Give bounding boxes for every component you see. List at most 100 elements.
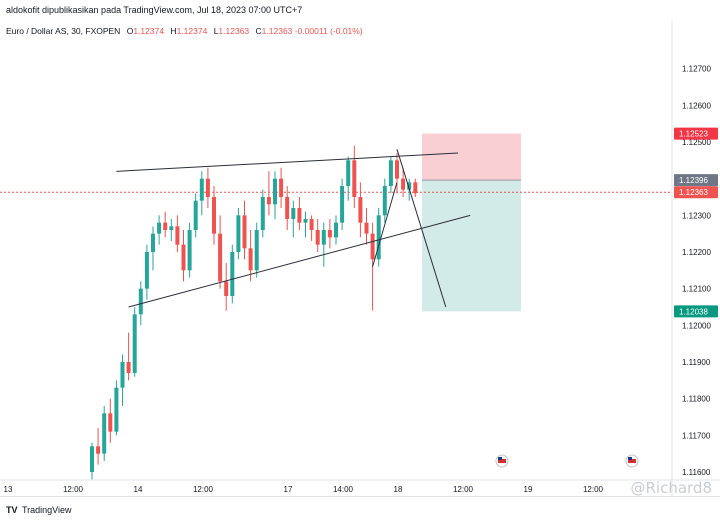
x-tick-label: 17 [284, 485, 293, 494]
x-tick-label: 14:00 [333, 485, 354, 494]
tradingview-logo-icon[interactable]: TV [6, 505, 18, 515]
candle-body [340, 186, 345, 223]
candle-body [132, 314, 137, 373]
x-tick-label: 12:00 [63, 485, 84, 494]
close-label: C [255, 26, 262, 36]
candle-body [285, 197, 290, 219]
candle-body [273, 178, 277, 205]
high-label: H [170, 26, 177, 36]
candle-body [413, 182, 418, 194]
candle-body [303, 219, 308, 223]
candle-body [321, 230, 326, 245]
y-tick-label: 1.11800 [682, 395, 711, 404]
candle-body [236, 215, 241, 252]
candle-body [102, 413, 107, 454]
target-price-tag-bg [674, 305, 718, 318]
published-by-bar: aldokofit dipublikasikan pada TradingVie… [0, 0, 720, 20]
open-value: 1.12374 [133, 26, 165, 36]
candle-body [346, 160, 351, 186]
candle-body [364, 222, 369, 234]
candle-body [157, 222, 162, 234]
trendline-upper [116, 152, 459, 172]
y-tick-label: 1.12500 [682, 138, 711, 147]
projection-line [396, 149, 447, 308]
candle-body [309, 219, 314, 230]
candle-body [108, 413, 113, 432]
candle-body [297, 208, 302, 223]
candle-body [126, 362, 131, 373]
us-event-flag-stripe [498, 459, 506, 463]
candle-body [248, 248, 253, 271]
candle-body [138, 288, 143, 315]
candle-body [120, 362, 125, 388]
candle-body [175, 226, 180, 245]
candle-body [370, 233, 375, 260]
candle-body [230, 252, 235, 296]
published-text: aldokofit dipublikasikan pada TradingVie… [6, 5, 303, 15]
trendline-lower [128, 214, 471, 308]
candle-body [382, 186, 387, 216]
candle-body [169, 226, 174, 230]
last-price-tag: 1.12363 [679, 188, 708, 197]
candle-body [376, 215, 381, 260]
change-value: -0.00011 (-0.01%) [294, 26, 363, 36]
last-price-tag-bg [674, 186, 718, 199]
stop-loss-zone [422, 133, 521, 181]
candle-body [388, 160, 393, 186]
low-label: L [213, 26, 219, 36]
candle-body [315, 230, 320, 245]
y-tick-label: 1.12000 [682, 321, 711, 330]
y-tick-label: 1.12200 [682, 248, 711, 257]
y-tick-label: 1.12300 [682, 211, 711, 220]
y-tick-label: 1.11600 [682, 468, 711, 477]
candle-body [291, 208, 296, 219]
candle-body [181, 244, 186, 271]
y-tick-label: 1.11900 [682, 358, 711, 367]
low-value: 1.12363 [218, 26, 250, 36]
candle-body [212, 197, 216, 234]
y-tick-label: 1.12700 [682, 65, 711, 74]
candle-body [254, 230, 259, 271]
breakout-line [372, 182, 398, 267]
candle-body [358, 197, 363, 223]
open-label: O [126, 26, 134, 36]
candle-body [96, 446, 101, 454]
stop-price-tag: 1.12523 [679, 130, 708, 139]
candle-body [151, 233, 155, 252]
close-value: 1.12363 [261, 26, 293, 36]
candle-body [205, 178, 210, 197]
candle-body [242, 215, 247, 249]
candle-body [327, 230, 332, 238]
x-tick-label: 13 [4, 485, 13, 494]
candle-body [114, 387, 119, 432]
y-tick-label: 1.12600 [682, 101, 711, 110]
candle-body [407, 182, 412, 190]
x-tick-label: 18 [394, 485, 403, 494]
entry-price-tag-bg [674, 174, 718, 187]
stop-price-tag-bg [674, 127, 718, 140]
entry-price-tag: 1.12396 [679, 176, 708, 185]
author-watermark: @Richard8 [630, 479, 712, 497]
x-tick-label: 12:00 [583, 485, 604, 494]
price-chart[interactable]: 1.127001.126001.125001.124001.123001.122… [0, 20, 720, 496]
candle-body [279, 178, 284, 197]
candle-body [224, 281, 229, 296]
x-tick-label: 12:00 [193, 485, 214, 494]
symbol-legend: Euro / Dollar AS, 30, FXOPEN O1.12374 H 1… [6, 26, 363, 36]
target-price-tag: 1.12038 [679, 307, 708, 316]
take-profit-zone [422, 180, 521, 312]
us-event-flag-canton [628, 457, 632, 460]
candle-body [90, 446, 94, 472]
x-tick-label: 12:00 [453, 485, 474, 494]
brand-label[interactable]: TradingView [22, 505, 72, 515]
y-tick-label: 1.12100 [682, 285, 711, 294]
candle-body [193, 200, 198, 230]
candle-body [401, 178, 406, 190]
candle-body [218, 233, 223, 282]
candle-body [187, 230, 192, 271]
candle-body [395, 160, 399, 179]
symbol-name: Euro / Dollar AS, 30, FXOPEN [6, 26, 121, 36]
candle-body [163, 222, 168, 230]
candle-body [352, 160, 357, 197]
us-event-flag-stripe [628, 459, 636, 463]
